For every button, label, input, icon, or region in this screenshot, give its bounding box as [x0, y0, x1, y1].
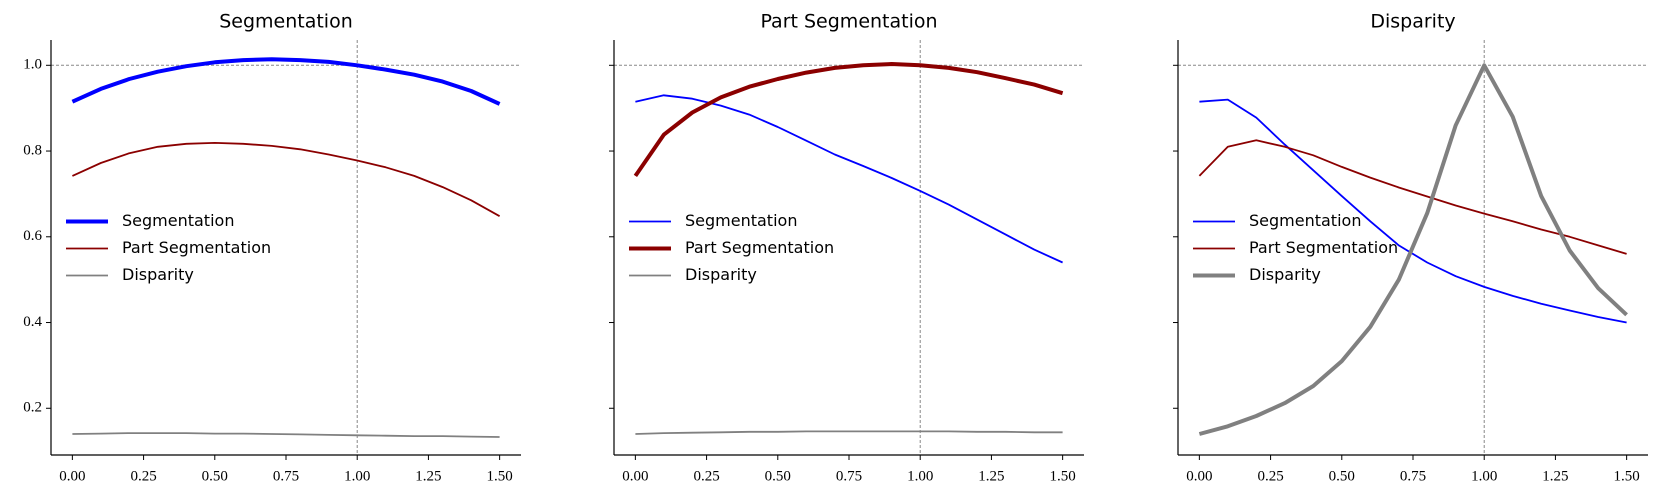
x-tick-label: 0.75	[1400, 468, 1426, 484]
x-tick-label: 0.50	[202, 468, 228, 484]
x-tick-label: 1.50	[487, 468, 513, 484]
line-series	[633, 62, 1064, 178]
y-tick-label: 0.8	[23, 142, 42, 158]
x-tick-label: 1.00	[1471, 468, 1497, 484]
legend-label: Part Segmentation	[685, 238, 834, 257]
legend-label: Segmentation	[122, 211, 234, 230]
x-tick-label: 1.00	[907, 468, 933, 484]
x-tick-label: 1.25	[415, 468, 441, 484]
chart-title: Disparity	[1370, 11, 1455, 33]
line-series	[635, 94, 1063, 264]
x-tick-label: 0.50	[765, 468, 791, 484]
line-series	[1198, 139, 1627, 255]
legend-label: Disparity	[685, 265, 757, 284]
legend-label: Part Segmentation	[1249, 238, 1398, 257]
x-tick-label: 1.25	[1542, 468, 1568, 484]
line-series	[72, 142, 501, 217]
x-tick-label: 0.25	[130, 468, 156, 484]
x-tick-label: 1.50	[1050, 468, 1076, 484]
line-series	[1198, 63, 1628, 436]
line-series	[1199, 98, 1627, 324]
x-tick-label: 1.00	[344, 468, 370, 484]
y-tick-label: 0.6	[23, 228, 42, 244]
x-tick-label: 0.00	[59, 468, 85, 484]
x-tick-label: 0.50	[1329, 468, 1355, 484]
legend-label: Disparity	[122, 265, 194, 284]
x-tick-label: 1.25	[978, 468, 1004, 484]
x-tick-label: 0.75	[273, 468, 299, 484]
legend-label: Disparity	[1249, 265, 1321, 284]
x-tick-label: 0.75	[836, 468, 862, 484]
legend-label: Segmentation	[685, 211, 797, 230]
x-tick-label: 0.25	[1257, 468, 1283, 484]
legend-label: Segmentation	[1249, 211, 1361, 230]
line-series	[72, 432, 500, 438]
legend-label: Part Segmentation	[122, 238, 271, 257]
chart-title: Segmentation	[219, 11, 353, 33]
y-tick-label: 0.2	[23, 400, 42, 416]
x-tick-label: 1.50	[1614, 468, 1640, 484]
y-tick-label: 0.4	[23, 314, 42, 330]
x-tick-label: 0.00	[622, 468, 648, 484]
line-series	[635, 430, 1063, 435]
x-tick-label: 0.00	[1186, 468, 1212, 484]
y-tick-label: 1.0	[23, 57, 42, 73]
line-series	[71, 57, 501, 106]
x-tick-label: 0.25	[693, 468, 719, 484]
chart-title: Part Segmentation	[760, 11, 937, 33]
